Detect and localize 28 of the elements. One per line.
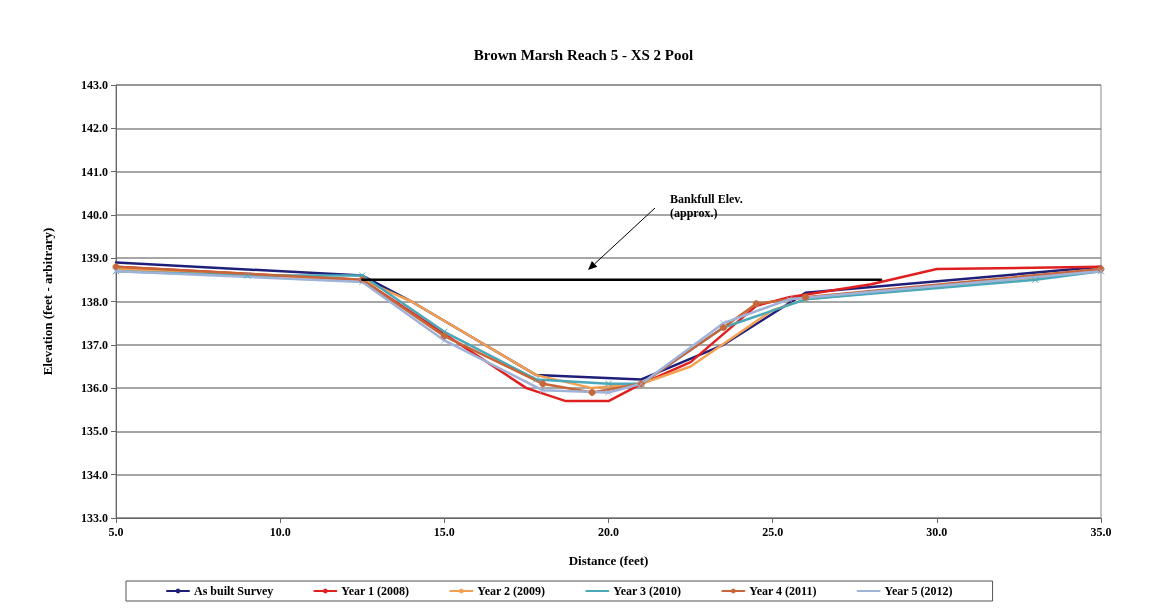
y-tick-label: 138.0 xyxy=(81,294,108,309)
x-tick-label: 30.0 xyxy=(926,525,948,539)
y-tick-label: 141.0 xyxy=(81,164,108,179)
x-tick-label: 20.0 xyxy=(598,525,619,539)
y-tick-label: 133.0 xyxy=(81,511,108,525)
y-tick-label: 140.0 xyxy=(81,207,108,222)
x-tick-label: 25.0 xyxy=(762,525,784,539)
y-tick-label: 139.0 xyxy=(81,251,108,266)
y-tick-label: 143.0 xyxy=(81,78,108,92)
legend-label: Year 5 (2012) xyxy=(884,584,953,598)
x-axis-title: Distance (feet) xyxy=(568,553,649,568)
legend-label: As built Survey xyxy=(194,584,274,598)
annotation: Bankfull Elev. (approx.) xyxy=(670,192,743,220)
x-tick-label: 35.0 xyxy=(1090,525,1112,539)
y-tick-label: 134.0 xyxy=(81,467,108,482)
y-tick-label: 135.0 xyxy=(81,424,108,439)
x-tick-label: 5.0 xyxy=(108,525,124,539)
y-axis-title: Elevation (feet - arbitrary) xyxy=(40,227,55,376)
legend-label: Year 1 (2008) xyxy=(341,584,410,598)
y-tick-label: 137.0 xyxy=(81,337,108,352)
legend-label: Year 4 (2011) xyxy=(749,584,817,598)
y-tick-label: 136.0 xyxy=(81,381,108,396)
y-tick-label: 142.0 xyxy=(81,121,108,136)
x-tick-label: 10.0 xyxy=(269,525,291,539)
legend-label: Year 2 (2009) xyxy=(477,584,546,598)
x-tick-label: 15.0 xyxy=(433,525,455,539)
chart-title: Brown Marsh Reach 5 - XS 2 Pool xyxy=(473,46,694,63)
legend-label: Year 3 (2010) xyxy=(613,584,682,598)
